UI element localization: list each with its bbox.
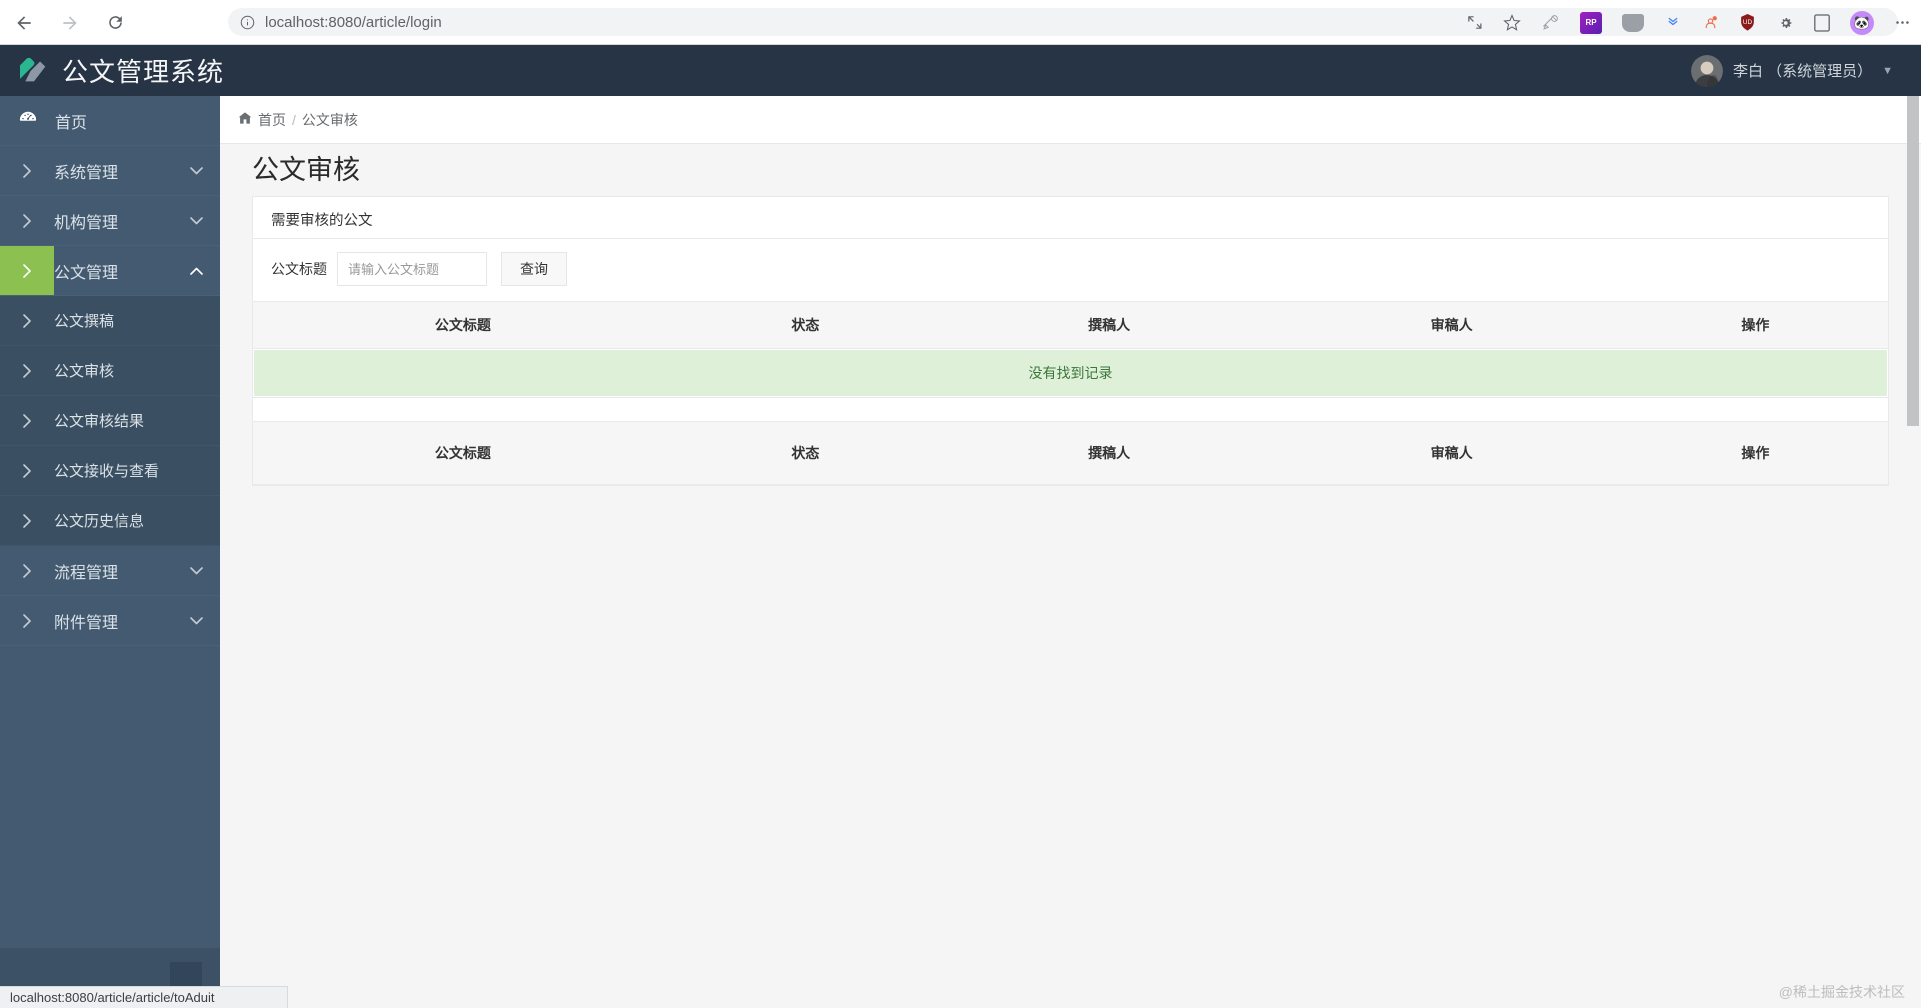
svg-text:UD: UD (1743, 19, 1753, 26)
